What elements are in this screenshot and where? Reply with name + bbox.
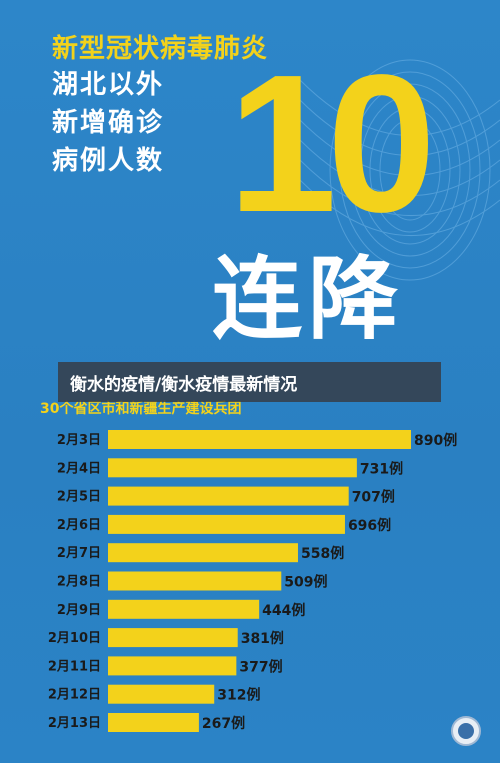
bar (108, 628, 238, 648)
category-label: 2月13日 (48, 716, 101, 731)
value-label: 267例 (202, 715, 245, 732)
value-label: 377例 (239, 658, 282, 675)
value-label: 509例 (284, 574, 327, 591)
category-label: 2月6日 (57, 518, 101, 533)
emblem-logo (451, 716, 481, 746)
subtitle-line-2: 新增确诊 (52, 108, 165, 138)
big-number: 10 (228, 34, 436, 253)
bar (108, 486, 349, 506)
chart-subtitle: 30个省区市和新疆生产建设兵团 (40, 401, 242, 417)
value-label: 444例 (262, 602, 305, 619)
value-label: 696例 (348, 517, 391, 534)
value-label: 890例 (414, 432, 457, 449)
subtitle-line-3: 病例人数 (52, 146, 165, 176)
bar (108, 656, 237, 676)
category-label: 2月11日 (48, 659, 101, 674)
wireframe-decoration (299, 59, 500, 281)
subtitle-line-1: 湖北以外 (52, 70, 165, 100)
bar (108, 713, 199, 732)
bar (108, 514, 345, 534)
bar (108, 543, 298, 563)
category-label: 2月12日 (48, 688, 101, 703)
value-label: 312例 (217, 687, 260, 704)
value-label: 707例 (352, 489, 395, 506)
value-label: 731例 (360, 460, 403, 477)
value-label: 381例 (241, 630, 284, 647)
bar (108, 684, 215, 704)
category-label: 2月8日 (57, 575, 101, 590)
bar (108, 599, 260, 619)
category-label: 2月10日 (48, 631, 101, 646)
poster-title: 新型冠状病毒肺炎 (52, 34, 269, 64)
bar (108, 430, 411, 449)
category-label: 2月3日 (57, 433, 101, 448)
bar (108, 458, 357, 478)
category-label: 2月4日 (57, 461, 101, 476)
caption-overlay (58, 362, 441, 402)
category-label: 2月7日 (57, 546, 101, 561)
big-label: 连降 (212, 247, 404, 352)
category-label: 2月5日 (57, 490, 101, 505)
bar (108, 571, 282, 591)
value-label: 558例 (301, 545, 344, 562)
caption-text: 衡水的疫情/衡水疫情最新情况 (70, 375, 298, 395)
category-label: 2月9日 (57, 603, 101, 618)
